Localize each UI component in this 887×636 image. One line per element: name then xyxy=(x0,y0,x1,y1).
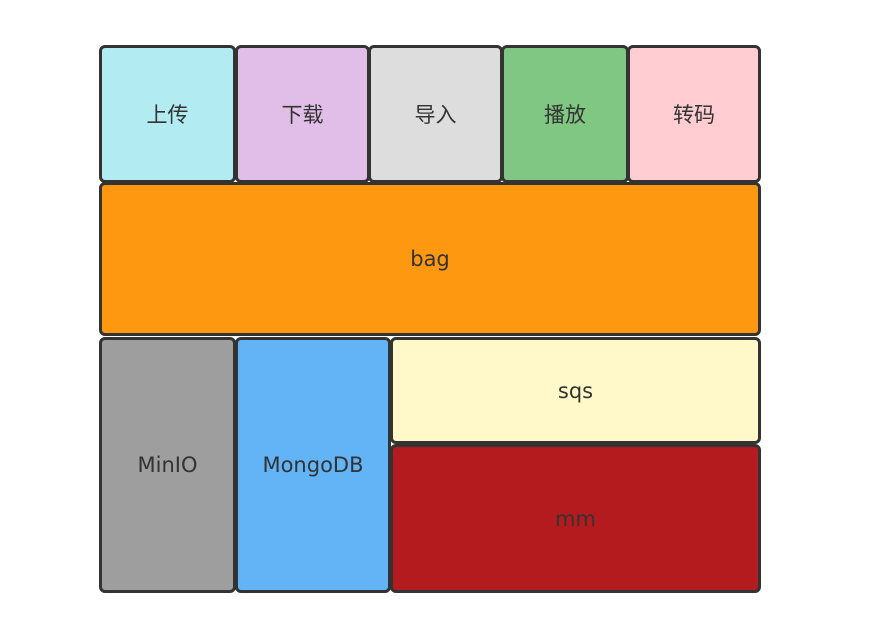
box-bag: bag xyxy=(99,182,761,336)
box-label: mm xyxy=(555,506,596,531)
box-label: 播放 xyxy=(544,103,586,127)
box-sqs: sqs xyxy=(390,337,761,444)
box-upload: 上传 xyxy=(99,45,236,183)
box-label: MinIO xyxy=(137,453,198,477)
box-import: 导入 xyxy=(368,45,503,183)
box-mm: mm xyxy=(390,444,761,593)
box-minio: MinIO xyxy=(99,337,236,593)
box-label: MongoDB xyxy=(262,453,364,477)
box-label: 转码 xyxy=(673,103,715,127)
box-download: 下载 xyxy=(235,45,370,183)
box-label: sqs xyxy=(557,378,594,403)
box-play: 播放 xyxy=(501,45,629,183)
box-label: 导入 xyxy=(414,103,457,127)
box-label: bag xyxy=(410,247,450,271)
box-transcode: 转码 xyxy=(627,45,761,183)
box-mongodb: MongoDB xyxy=(235,337,391,593)
box-label: 上传 xyxy=(146,103,189,127)
box-label: 下载 xyxy=(281,103,324,127)
